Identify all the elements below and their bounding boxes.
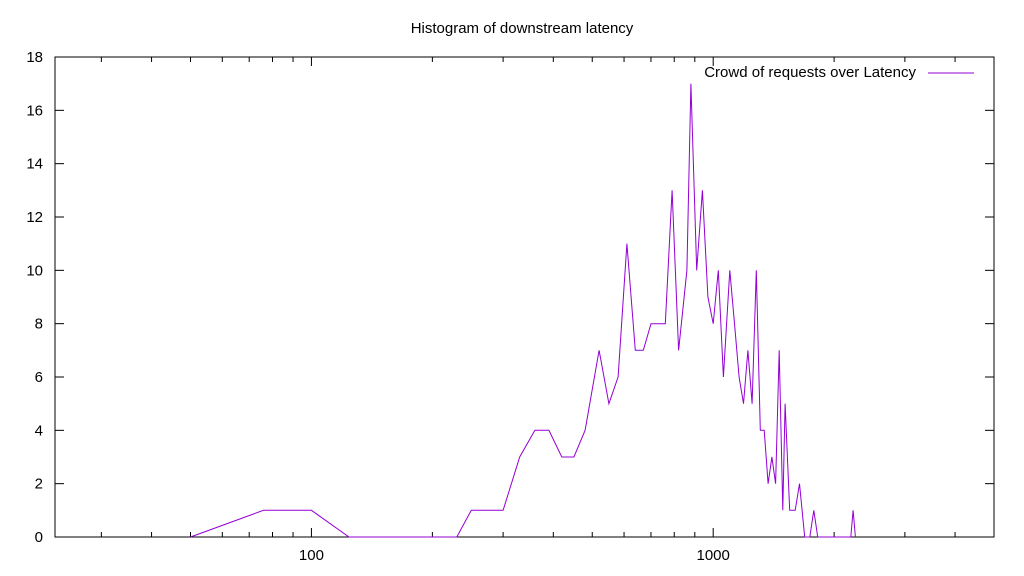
chart-title: Histogram of downstream latency bbox=[411, 20, 634, 37]
plot-frame bbox=[54, 56, 995, 538]
y-tick-label: 8 bbox=[35, 316, 43, 333]
y-axis-ticks: 0 2 4 6 8 10 12 14 16 18 bbox=[26, 49, 994, 546]
y-tick-label: 14 bbox=[26, 156, 43, 173]
y-tick-label: 16 bbox=[26, 102, 43, 119]
series-line bbox=[190, 83, 856, 538]
x-tick-label: 100 bbox=[299, 547, 324, 564]
legend: Crowd of requests over Latency bbox=[704, 64, 974, 81]
y-tick-label: 4 bbox=[35, 422, 43, 439]
y-tick-label: 2 bbox=[35, 476, 43, 493]
y-tick-label: 6 bbox=[35, 369, 43, 386]
y-tick-label: 10 bbox=[26, 262, 43, 279]
legend-label: Crowd of requests over Latency bbox=[704, 64, 916, 81]
x-axis-ticks: 100 1000 bbox=[100, 57, 995, 564]
y-tick-label: 18 bbox=[26, 49, 43, 66]
y-tick-label: 0 bbox=[35, 529, 43, 546]
x-tick-label: 1000 bbox=[696, 547, 729, 564]
y-tick-label: 12 bbox=[26, 209, 43, 226]
series-layer bbox=[190, 83, 856, 538]
